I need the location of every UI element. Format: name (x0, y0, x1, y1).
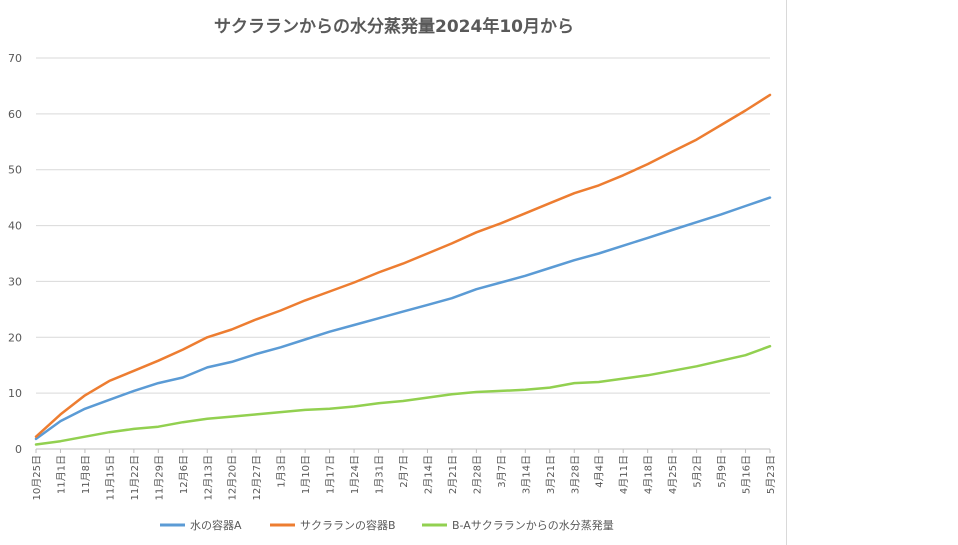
legend: 水の容器A サクラランの容器B B-Aサクラランからの水分蒸発量 (160, 518, 614, 532)
y-tick-label: 0 (15, 443, 22, 456)
x-tick-label: 4月4日 (594, 455, 606, 488)
x-tick-label: 1月10日 (300, 455, 312, 494)
y-tick-label: 60 (8, 108, 22, 121)
x-tick-label: 12月20日 (227, 455, 239, 500)
x-tick-label: 10月25日 (31, 455, 43, 500)
x-tick-label: 1月17日 (325, 455, 337, 494)
x-axis-ticks: 10月25日 11月1日 11月8日 11月15日 11月22日 11月29日 12月6日 1… (31, 449, 777, 500)
y-tick-label: 50 (8, 164, 22, 177)
series-lines (34, 93, 772, 446)
x-tick-label: 12月6日 (178, 455, 190, 494)
x-tick-label: 3月28日 (569, 455, 581, 494)
x-tick-label: 11月8日 (80, 455, 92, 494)
legend-label: サクラランの容器B (300, 518, 396, 532)
x-tick-label: 5月2日 (692, 455, 704, 488)
x-tick-label: 4月18日 (643, 455, 655, 494)
y-tick-label: 70 (8, 52, 22, 65)
x-tick-label: 3月14日 (520, 455, 532, 494)
x-tick-label: 11月22日 (129, 455, 141, 500)
x-tick-label: 4月11日 (618, 455, 630, 494)
legend-label: 水の容器A (190, 518, 242, 532)
x-tick-label: 11月1日 (55, 455, 67, 494)
x-tick-label: 11月29日 (153, 455, 165, 500)
x-tick-label: 3月7日 (496, 455, 508, 488)
series-line-2 (34, 344, 772, 446)
x-tick-label: 5月16日 (741, 455, 753, 494)
x-tick-label: 3月21日 (545, 455, 557, 494)
x-tick-label: 12月27日 (251, 455, 263, 500)
x-tick-label: 5月9日 (716, 455, 728, 488)
chart: サクラランからの水分蒸発量2024年10月から 010203040506070 … (8, 16, 777, 532)
chart-title: サクラランからの水分蒸発量2024年10月から (214, 16, 574, 37)
y-axis-ticks: 0 10 20 30 40 50 60 70 (8, 52, 22, 456)
series-line-1 (34, 93, 772, 438)
series-line-0 (34, 196, 772, 441)
x-tick-label: 5月23日 (765, 455, 777, 494)
x-tick-label: 2月21日 (447, 455, 459, 494)
x-tick-label: 4月25日 (667, 455, 679, 494)
y-tick-label: 10 (8, 387, 22, 400)
x-tick-label: 12月13日 (202, 455, 214, 500)
x-tick-label: 2月14日 (422, 455, 434, 494)
legend-label: B-Aサクラランからの水分蒸発量 (452, 518, 614, 532)
x-tick-label: 1月3日 (276, 455, 288, 488)
x-tick-label: 1月31日 (374, 455, 386, 494)
y-tick-label: 40 (8, 220, 22, 233)
y-tick-label: 20 (8, 331, 22, 344)
x-tick-label: 11月15日 (104, 455, 116, 500)
y-tick-label: 30 (8, 275, 22, 288)
chart-frame: サクラランからの水分蒸発量2024年10月から 0 10 20 30 40 50 60 70 … (8, 0, 787, 545)
gridlines (36, 57, 770, 450)
x-tick-label: 2月7日 (398, 455, 410, 488)
x-tick-label: 2月28日 (471, 455, 483, 494)
x-tick-label: 1月24日 (349, 455, 361, 494)
